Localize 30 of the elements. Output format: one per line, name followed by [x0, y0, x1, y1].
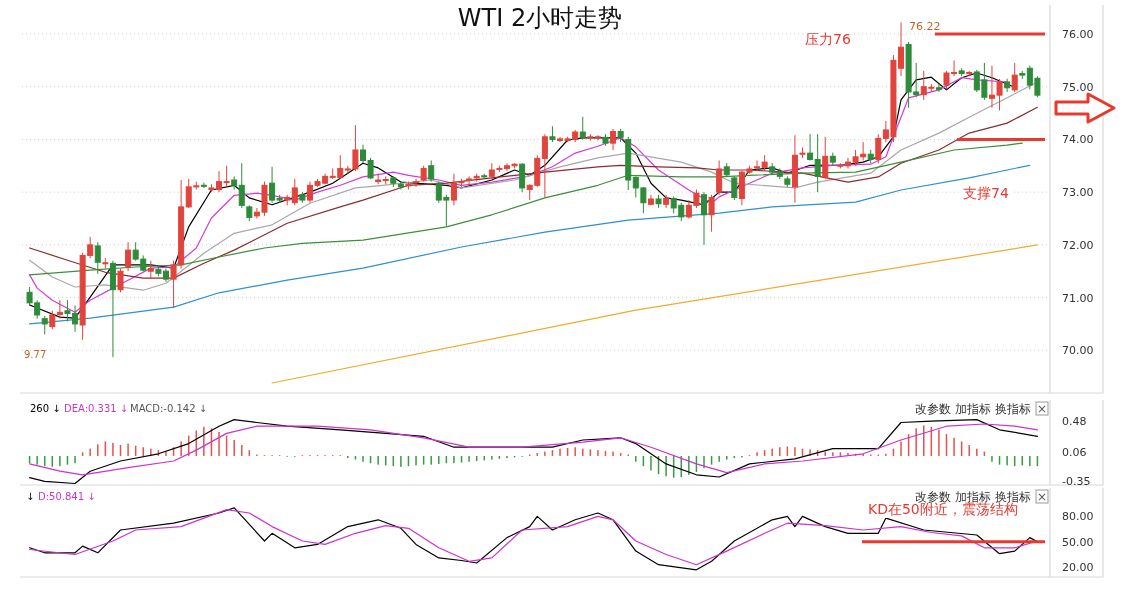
- annotation: 换指标: [995, 490, 1031, 504]
- y-tick-label: 0.48: [1062, 415, 1087, 429]
- annotation: ↓: [26, 491, 35, 502]
- annotation: 加指标: [955, 402, 991, 416]
- y-tick-label: 72.00: [1062, 238, 1094, 252]
- y-tick-label: 50.00: [1062, 535, 1094, 549]
- chart-title: WTI 2小时走势: [457, 4, 623, 32]
- y-tick-label: 76.00: [1062, 27, 1094, 41]
- annotation: 换指标: [995, 402, 1031, 416]
- ref-line-label: 支撑74: [963, 185, 1009, 201]
- annotation: DEA:0.331 ↓: [64, 403, 129, 414]
- y-tick-label: 20.00: [1062, 561, 1094, 575]
- annotation: 改参数: [915, 490, 951, 504]
- y-tick-label: 74.00: [1062, 133, 1094, 147]
- y-tick-label: -0.35: [1062, 475, 1091, 489]
- y-tick-label: 0.06: [1062, 445, 1087, 459]
- y-tick-label: 70.00: [1062, 344, 1094, 358]
- annotation: MACD:-0.142 ↓: [130, 403, 208, 414]
- y-tick-label: 80.00: [1062, 510, 1094, 524]
- annotation: ×: [1036, 490, 1048, 504]
- annotation: 改参数: [915, 402, 951, 416]
- y-tick-label: 73.00: [1062, 186, 1094, 200]
- y-tick-label: 75.00: [1062, 80, 1094, 94]
- y-tick-label: 71.00: [1062, 291, 1094, 305]
- annotation: D:50.841 ↓: [38, 491, 96, 502]
- annotation: 76.22: [909, 20, 941, 34]
- annotation: 9.77: [24, 349, 47, 360]
- ref-line-label: 压力76: [805, 31, 851, 47]
- annotation: 260 ↓: [30, 403, 61, 414]
- annotation: ×: [1036, 402, 1048, 416]
